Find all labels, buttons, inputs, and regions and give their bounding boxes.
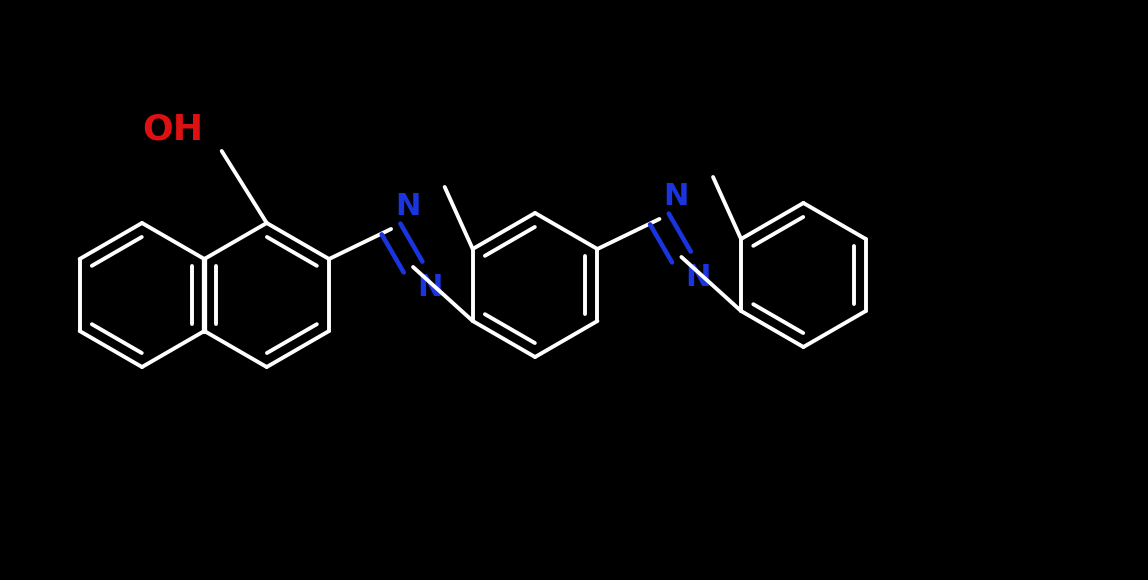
Text: OH: OH — [142, 113, 203, 147]
Text: N: N — [417, 273, 442, 302]
Text: N: N — [395, 192, 420, 221]
Text: N: N — [685, 263, 711, 292]
Text: N: N — [664, 182, 689, 211]
